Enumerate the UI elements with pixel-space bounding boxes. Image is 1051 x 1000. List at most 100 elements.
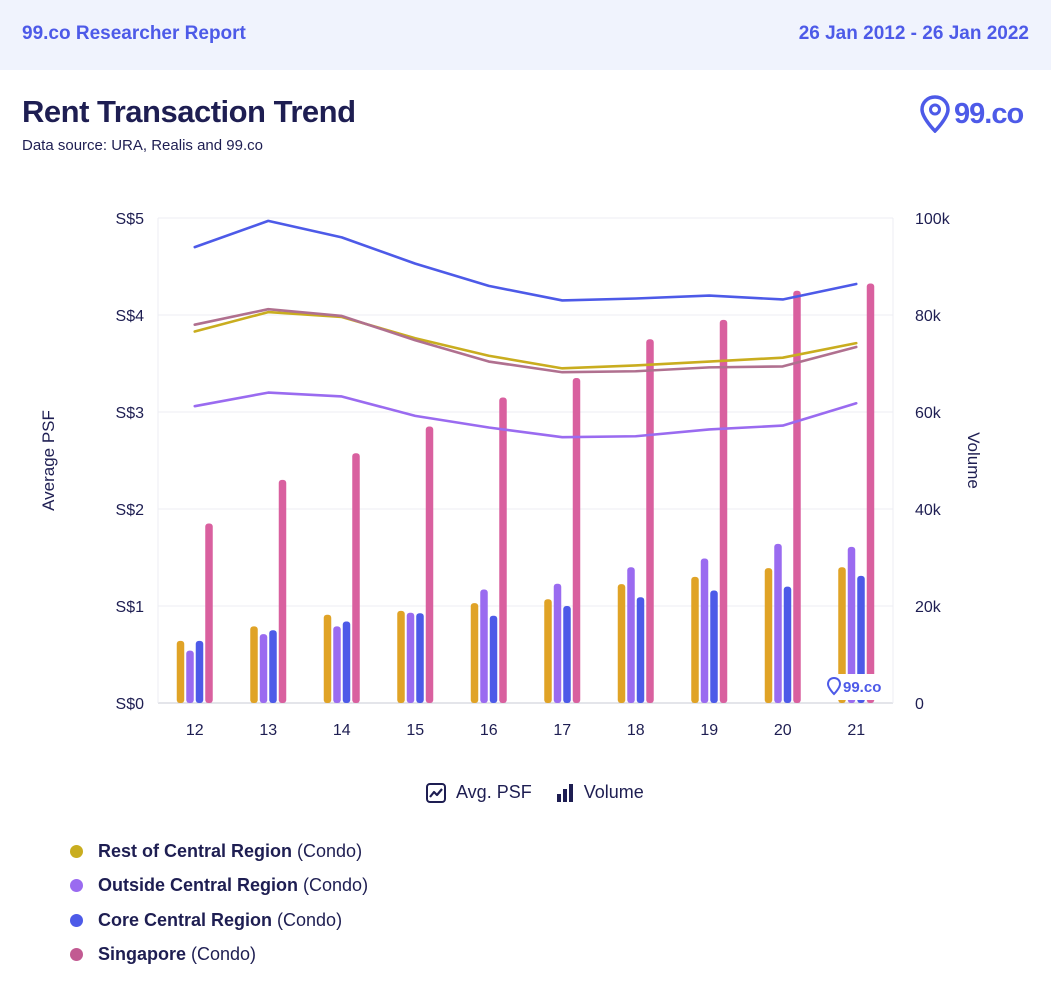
x-tick-label: 15 [406,722,424,739]
y2-tick-label: 40k [915,502,942,519]
report-brand: 99.co Researcher Report [22,23,246,44]
bar-core_central [269,630,277,703]
y-tick-label: S$5 [116,211,145,228]
x-tick-label: 18 [627,722,645,739]
series-legend: Rest of Central Region (Condo) Outside C… [70,834,368,972]
bar-outside_central [847,546,856,703]
bar-singapore_bar [719,319,728,703]
watermark-text: 99.co [843,679,881,696]
bar-singapore_bar [646,339,654,703]
y-tick-label: S$4 [116,308,145,325]
legend-suffix: (Condo) [277,909,343,930]
line-rest_central [193,310,858,370]
bar-core_central [563,606,571,703]
bar-singapore_bar [572,378,581,703]
legend-suffix: (Condo) [303,875,369,896]
bar-rest_central_bar [544,599,552,703]
legend-dot-singapore [70,948,83,962]
bar-singapore_bar [793,290,801,703]
y-tick-label: S$2 [116,502,145,519]
y2-tick-label: 20k [915,599,942,616]
bar-singapore_bar [499,397,507,703]
bar-rest_central_bar [323,614,332,703]
y-tick-label: S$1 [116,599,145,616]
page-title: Rent Transaction Trend [22,94,356,129]
legend-volume-label: Volume [583,782,644,802]
legend-suffix: (Condo) [297,840,363,861]
report-date-range: 26 Jan 2012 - 26 Jan 2022 [798,23,1029,44]
bar-outside_central [700,558,709,703]
y2-tick-label: 60k [915,405,942,422]
bar-outside_central [480,589,488,703]
x-tick-label: 16 [480,722,498,739]
bar-outside_central [333,626,341,703]
bar-outside_central [259,634,268,703]
legend-dot-rest-central [70,844,83,858]
bar-core_central [489,615,498,703]
bar-singapore_bar [866,283,875,703]
legend-avg-psf-label: Avg. PSF [456,782,532,802]
legend-dot-core-central [70,913,83,927]
bar-singapore_bar [205,523,213,703]
bar-outside_central [406,612,415,703]
bar-chart-icon [556,783,573,802]
bar-rest_central_bar [838,567,846,703]
x-tick-label: 20 [774,722,792,739]
legend-name: Rest of Central Region [98,840,293,861]
legend-row-rest-central[interactable]: Rest of Central Region (Condo) [70,834,368,869]
legend-name: Outside Central Region [98,875,299,896]
y2-tick-label: 100k [915,211,951,228]
y2-tick-label: 0 [915,696,924,713]
brand-logo-text: 99.co [954,97,1024,130]
bar-rest_central_bar [176,640,185,703]
bar-core_central [783,586,792,703]
legend-avg-psf[interactable]: Avg. PSF [426,782,532,803]
bar-outside_central [627,567,635,703]
bar-outside_central [186,650,194,703]
bar-core_central [710,590,718,703]
bar-rest_central_bar [764,568,773,703]
legend-volume[interactable]: Volume [556,782,644,803]
location-pin-icon [920,95,950,133]
legend-row-singapore[interactable]: Singapore (Condo) [70,938,368,973]
bar-core_central [857,575,865,703]
line-singapore [193,307,858,374]
x-tick-label: 13 [259,722,277,739]
chart-watermark: 99.co [822,674,881,700]
y-tick-label: S$0 [116,696,145,713]
legend-suffix: (Condo) [191,944,257,965]
y2-tick-label: 80k [915,308,942,325]
legend-dot-outside-central [70,879,83,893]
x-tick-label: 14 [333,722,351,739]
x-tick-label: 17 [553,722,571,739]
bar-core_central [342,621,351,703]
legend-row-core-central[interactable]: Core Central Region (Condo) [70,903,368,938]
chart-type-legend: Avg. PSF Volume [426,782,668,803]
watermark-pin-icon [826,676,842,696]
x-tick-label: 21 [847,722,865,739]
y-tick-label: S$3 [116,405,145,422]
data-source: Data source: URA, Realis and 99.co [22,137,263,154]
bar-singapore_bar [425,426,434,703]
x-tick-label: 19 [700,722,718,739]
bar-singapore_bar [278,479,287,703]
brand-logo: 99.co [920,94,1024,134]
legend-name: Singapore [98,944,187,965]
bar-rest_central_bar [397,610,405,703]
legend-row-outside-central[interactable]: Outside Central Region (Condo) [70,869,368,904]
line-outside_central [193,391,858,439]
bar-outside_central [553,583,562,703]
bar-rest_central_bar [250,626,258,703]
y-axis-title: Average PSF [39,410,58,511]
line-chart-icon [426,782,446,803]
report-header-bar: 99.co Researcher Report 26 Jan 2012 - 26… [0,0,1051,70]
bar-singapore_bar [352,453,360,703]
bar-outside_central [774,543,782,703]
bar-core_central [195,640,204,703]
x-tick-label: 12 [186,722,204,739]
legend-name: Core Central Region [98,909,273,930]
bar-core_central [636,597,645,703]
bar-rest_central_bar [470,603,479,703]
bar-core_central [416,613,424,703]
line-core_central [193,219,858,302]
